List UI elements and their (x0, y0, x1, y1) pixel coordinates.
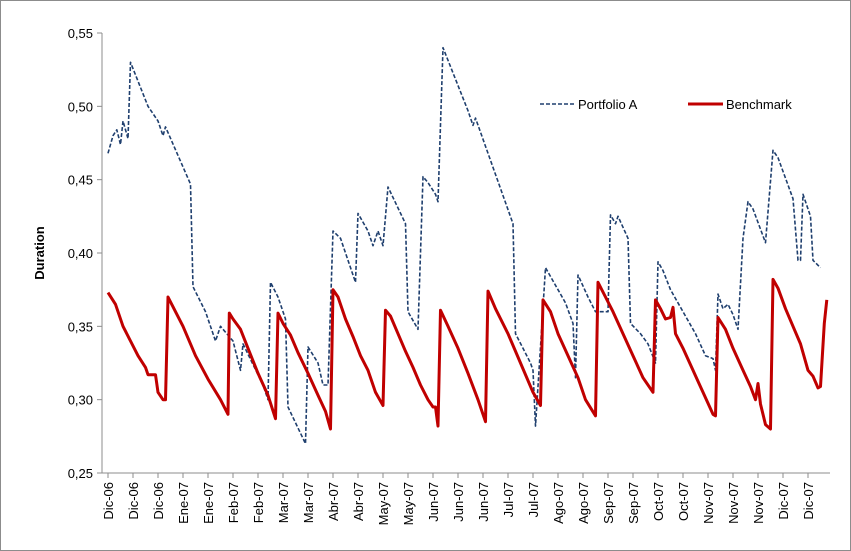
x-tick-label: Dic-07 (776, 482, 791, 520)
x-tick-label: May-07 (376, 482, 391, 525)
y-tick-label: 0,40 (68, 246, 93, 261)
x-tick-label: Sep-07 (626, 482, 641, 524)
legend-label-portfolio-a: Portfolio A (578, 97, 638, 112)
x-tick-label: Mar-07 (301, 482, 316, 523)
x-tick-label: Dic-06 (126, 482, 141, 520)
y-tick-label: 0,25 (68, 466, 93, 481)
x-tick-label: Abr-07 (326, 482, 341, 521)
x-tick-label: Nov-07 (726, 482, 741, 524)
y-tick-label: 0,50 (68, 99, 93, 114)
x-tick-label: Mar-07 (276, 482, 291, 523)
x-tick-label: Oct-07 (676, 482, 691, 521)
legend: Portfolio A Benchmark (540, 97, 792, 112)
x-tick-label: Dic-06 (151, 482, 166, 520)
y-tick-label: 0,35 (68, 319, 93, 334)
series-line-benchmark (106, 277, 829, 431)
x-tick-label: Dic-06 (101, 482, 116, 520)
x-tick-label: Jul-07 (526, 482, 541, 517)
y-tick-label: 0,45 (68, 173, 93, 188)
x-tick-label: Jun-07 (451, 482, 466, 522)
series-line-portfolio-a (107, 46, 822, 445)
x-tick-label: Jul-07 (501, 482, 516, 517)
y-tick-label: 0,30 (68, 393, 93, 408)
x-tick-labels: Dic-06 Dic-06 Dic-06 Ene-07 Ene-07 Feb-07 Feb-… (101, 482, 816, 525)
x-tick-label: Ene-07 (176, 482, 191, 524)
x-tick-label: Ago-07 (576, 482, 591, 524)
x-tick-label: May-07 (401, 482, 416, 525)
y-tick-labels: 0,25 0,30 0,35 0,40 0,45 0,50 0,55 (68, 26, 93, 481)
legend-label-benchmark: Benchmark (726, 97, 792, 112)
axes (97, 32, 830, 478)
x-tick-label: Abr-07 (351, 482, 366, 521)
x-tick-label: Nov-07 (751, 482, 766, 524)
x-tick-label: Jun-07 (476, 482, 491, 522)
y-axis-label: Duration (32, 226, 47, 280)
x-tick-label: Feb-07 (226, 482, 241, 523)
x-tick-label: Feb-07 (251, 482, 266, 523)
x-tick-label: Oct-07 (651, 482, 666, 521)
x-tick-label: Jun-07 (426, 482, 441, 522)
x-tick-label: Nov-07 (701, 482, 716, 524)
x-tick-label: Ene-07 (201, 482, 216, 524)
x-tick-label: Ago-07 (551, 482, 566, 524)
x-tick-label: Sep-07 (601, 482, 616, 524)
y-tick-label: 0,55 (68, 26, 93, 41)
series-lines (106, 46, 829, 445)
x-tick-label: Dic-07 (801, 482, 816, 520)
